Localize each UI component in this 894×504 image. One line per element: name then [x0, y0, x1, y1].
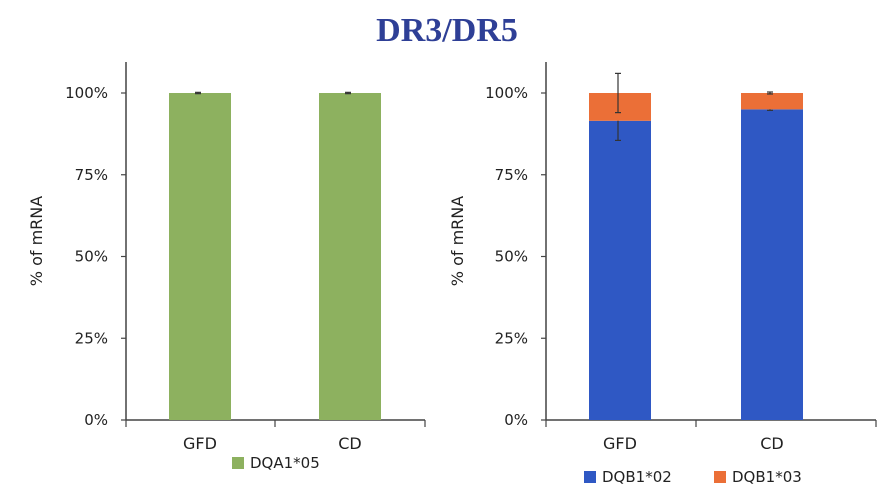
legend-label: DQB1*03 — [732, 468, 802, 486]
y-tick-label: 50% — [75, 248, 108, 266]
y-tick-label: 50% — [495, 248, 528, 266]
y-tick-label: 100% — [485, 84, 528, 102]
y-tick-label: 25% — [75, 329, 108, 347]
y-tick-label: 75% — [495, 166, 528, 184]
chart-panel-left: 0% 25% 50% 75% 100% GFD CD % of mRNA DQA1*05 — [27, 62, 426, 472]
y-axis-label: % of mRNA — [27, 196, 46, 286]
y-tick-label: 25% — [495, 329, 528, 347]
x-tick-label: GFD — [183, 434, 217, 453]
legend-swatch — [584, 471, 596, 483]
legend-label: DQB1*02 — [602, 468, 672, 486]
chart-title: DR3/DR5 — [376, 12, 518, 49]
chart-panel-right: 0% 25% 50% 75% 100% GFD CD % of mRNA DQB1*02 DQB1… — [448, 62, 877, 486]
y-tick-label: 0% — [84, 411, 108, 429]
bar-dqa105-cd — [319, 93, 381, 420]
bar-dqb102-gfd — [589, 120, 651, 421]
y-tick-label: 0% — [504, 411, 528, 429]
y-axis-label: % of mRNA — [448, 196, 467, 286]
x-tick-label: GFD — [603, 434, 637, 453]
bar-dqb102-cd — [741, 109, 803, 420]
legend-swatch — [714, 471, 726, 483]
legend-label: DQA1*05 — [250, 454, 320, 472]
bar-dqa105-gfd — [169, 93, 231, 420]
x-tick-label: CD — [760, 434, 784, 453]
bar-dqb103-cd — [741, 93, 803, 110]
y-tick-label: 75% — [75, 166, 108, 184]
y-tick-label: 100% — [65, 84, 108, 102]
x-tick-label: CD — [338, 434, 362, 453]
bar-dqb103-gfd — [589, 93, 651, 121]
legend-swatch — [232, 457, 244, 469]
